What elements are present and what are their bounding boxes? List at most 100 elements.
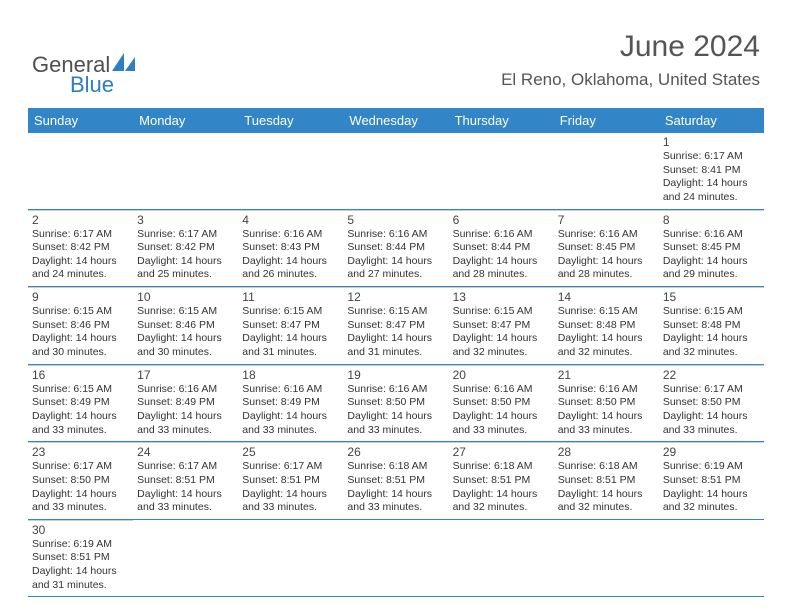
day-info: Sunrise: 6:15 AMSunset: 8:49 PMDaylight:… [32, 383, 129, 438]
day-number: 17 [137, 368, 234, 382]
day-info: Sunrise: 6:15 AMSunset: 8:46 PMDaylight:… [137, 305, 234, 360]
day-info: Sunrise: 6:17 AMSunset: 8:50 PMDaylight:… [663, 383, 760, 438]
calendar-cell: 20Sunrise: 6:16 AMSunset: 8:50 PMDayligh… [449, 365, 554, 442]
day-number: 6 [453, 213, 550, 227]
day-number: 7 [558, 213, 655, 227]
calendar-cell: 30Sunrise: 6:19 AMSunset: 8:51 PMDayligh… [28, 520, 133, 597]
day-info: Sunrise: 6:16 AMSunset: 8:50 PMDaylight:… [453, 383, 550, 438]
day-number: 2 [32, 213, 129, 227]
day-number: 14 [558, 290, 655, 304]
calendar-row: 2Sunrise: 6:17 AMSunset: 8:42 PMDaylight… [28, 210, 764, 288]
calendar-cell: 17Sunrise: 6:16 AMSunset: 8:49 PMDayligh… [133, 365, 238, 442]
calendar-cell [28, 133, 133, 209]
calendar-cell: 5Sunrise: 6:16 AMSunset: 8:44 PMDaylight… [343, 210, 448, 287]
day-number: 22 [663, 368, 760, 382]
day-number: 3 [137, 213, 234, 227]
calendar-cell [554, 520, 659, 597]
day-info: Sunrise: 6:15 AMSunset: 8:48 PMDaylight:… [558, 305, 655, 360]
calendar-cell [133, 133, 238, 209]
calendar-row: 1Sunrise: 6:17 AMSunset: 8:41 PMDaylight… [28, 133, 764, 210]
day-info: Sunrise: 6:17 AMSunset: 8:41 PMDaylight:… [663, 150, 760, 205]
day-number: 24 [137, 445, 234, 459]
day-info: Sunrise: 6:16 AMSunset: 8:44 PMDaylight:… [347, 228, 444, 283]
calendar-cell: 19Sunrise: 6:16 AMSunset: 8:50 PMDayligh… [343, 365, 448, 442]
calendar-cell: 14Sunrise: 6:15 AMSunset: 8:48 PMDayligh… [554, 287, 659, 364]
calendar-cell: 3Sunrise: 6:17 AMSunset: 8:42 PMDaylight… [133, 210, 238, 287]
calendar-cell: 6Sunrise: 6:16 AMSunset: 8:44 PMDaylight… [449, 210, 554, 287]
calendar-cell: 23Sunrise: 6:17 AMSunset: 8:50 PMDayligh… [28, 442, 133, 519]
day-info: Sunrise: 6:18 AMSunset: 8:51 PMDaylight:… [558, 460, 655, 515]
logo-text-blue: Blue [70, 72, 114, 97]
day-info: Sunrise: 6:16 AMSunset: 8:50 PMDaylight:… [558, 383, 655, 438]
calendar-cell: 2Sunrise: 6:17 AMSunset: 8:42 PMDaylight… [28, 210, 133, 287]
day-number: 5 [347, 213, 444, 227]
calendar-cell: 10Sunrise: 6:15 AMSunset: 8:46 PMDayligh… [133, 287, 238, 364]
weekday-wednesday: Wednesday [343, 108, 448, 133]
calendar-cell: 27Sunrise: 6:18 AMSunset: 8:51 PMDayligh… [449, 442, 554, 519]
day-info: Sunrise: 6:16 AMSunset: 8:45 PMDaylight:… [663, 228, 760, 283]
day-info: Sunrise: 6:19 AMSunset: 8:51 PMDaylight:… [663, 460, 760, 515]
calendar-grid: 1Sunrise: 6:17 AMSunset: 8:41 PMDaylight… [28, 133, 764, 597]
day-info: Sunrise: 6:17 AMSunset: 8:42 PMDaylight:… [32, 228, 129, 283]
day-number: 16 [32, 368, 129, 382]
weekday-header: SundayMondayTuesdayWednesdayThursdayFrid… [28, 108, 764, 133]
page-title: June 2024 [501, 30, 760, 64]
calendar-cell [449, 133, 554, 209]
header: June 2024 El Reno, Oklahoma, United Stat… [501, 30, 760, 90]
day-info: Sunrise: 6:18 AMSunset: 8:51 PMDaylight:… [453, 460, 550, 515]
calendar-cell: 15Sunrise: 6:15 AMSunset: 8:48 PMDayligh… [659, 287, 764, 364]
day-info: Sunrise: 6:17 AMSunset: 8:51 PMDaylight:… [137, 460, 234, 515]
calendar: SundayMondayTuesdayWednesdayThursdayFrid… [28, 108, 764, 597]
day-number: 18 [242, 368, 339, 382]
weekday-tuesday: Tuesday [238, 108, 343, 133]
calendar-cell [343, 520, 448, 597]
day-info: Sunrise: 6:15 AMSunset: 8:48 PMDaylight:… [663, 305, 760, 360]
calendar-cell: 24Sunrise: 6:17 AMSunset: 8:51 PMDayligh… [133, 442, 238, 519]
day-info: Sunrise: 6:16 AMSunset: 8:49 PMDaylight:… [137, 383, 234, 438]
calendar-cell [238, 133, 343, 209]
day-number: 21 [558, 368, 655, 382]
calendar-cell: 4Sunrise: 6:16 AMSunset: 8:43 PMDaylight… [238, 210, 343, 287]
day-number: 4 [242, 213, 339, 227]
calendar-cell [449, 520, 554, 597]
calendar-cell: 16Sunrise: 6:15 AMSunset: 8:49 PMDayligh… [28, 365, 133, 442]
day-info: Sunrise: 6:15 AMSunset: 8:46 PMDaylight:… [32, 305, 129, 360]
calendar-cell: 1Sunrise: 6:17 AMSunset: 8:41 PMDaylight… [659, 133, 764, 209]
weekday-sunday: Sunday [28, 108, 133, 133]
weekday-thursday: Thursday [449, 108, 554, 133]
day-number: 26 [347, 445, 444, 459]
day-number: 29 [663, 445, 760, 459]
day-info: Sunrise: 6:16 AMSunset: 8:45 PMDaylight:… [558, 228, 655, 283]
day-info: Sunrise: 6:16 AMSunset: 8:43 PMDaylight:… [242, 228, 339, 283]
calendar-cell: 25Sunrise: 6:17 AMSunset: 8:51 PMDayligh… [238, 442, 343, 519]
day-info: Sunrise: 6:18 AMSunset: 8:51 PMDaylight:… [347, 460, 444, 515]
day-number: 15 [663, 290, 760, 304]
weekday-monday: Monday [133, 108, 238, 133]
logo-sail-icon [112, 53, 138, 78]
calendar-row: 16Sunrise: 6:15 AMSunset: 8:49 PMDayligh… [28, 365, 764, 443]
day-info: Sunrise: 6:15 AMSunset: 8:47 PMDaylight:… [242, 305, 339, 360]
weekday-friday: Friday [554, 108, 659, 133]
day-number: 19 [347, 368, 444, 382]
day-info: Sunrise: 6:15 AMSunset: 8:47 PMDaylight:… [347, 305, 444, 360]
day-info: Sunrise: 6:16 AMSunset: 8:44 PMDaylight:… [453, 228, 550, 283]
calendar-cell: 11Sunrise: 6:15 AMSunset: 8:47 PMDayligh… [238, 287, 343, 364]
calendar-cell: 8Sunrise: 6:16 AMSunset: 8:45 PMDaylight… [659, 210, 764, 287]
calendar-cell: 22Sunrise: 6:17 AMSunset: 8:50 PMDayligh… [659, 365, 764, 442]
day-number: 8 [663, 213, 760, 227]
day-number: 27 [453, 445, 550, 459]
day-info: Sunrise: 6:19 AMSunset: 8:51 PMDaylight:… [32, 538, 129, 593]
day-info: Sunrise: 6:17 AMSunset: 8:51 PMDaylight:… [242, 460, 339, 515]
day-number: 10 [137, 290, 234, 304]
calendar-cell [659, 520, 764, 597]
calendar-cell [238, 520, 343, 597]
calendar-cell: 29Sunrise: 6:19 AMSunset: 8:51 PMDayligh… [659, 442, 764, 519]
day-number: 9 [32, 290, 129, 304]
calendar-cell: 9Sunrise: 6:15 AMSunset: 8:46 PMDaylight… [28, 287, 133, 364]
calendar-cell: 12Sunrise: 6:15 AMSunset: 8:47 PMDayligh… [343, 287, 448, 364]
calendar-cell [554, 133, 659, 209]
day-info: Sunrise: 6:15 AMSunset: 8:47 PMDaylight:… [453, 305, 550, 360]
day-number: 25 [242, 445, 339, 459]
day-number: 23 [32, 445, 129, 459]
calendar-row: 23Sunrise: 6:17 AMSunset: 8:50 PMDayligh… [28, 442, 764, 520]
